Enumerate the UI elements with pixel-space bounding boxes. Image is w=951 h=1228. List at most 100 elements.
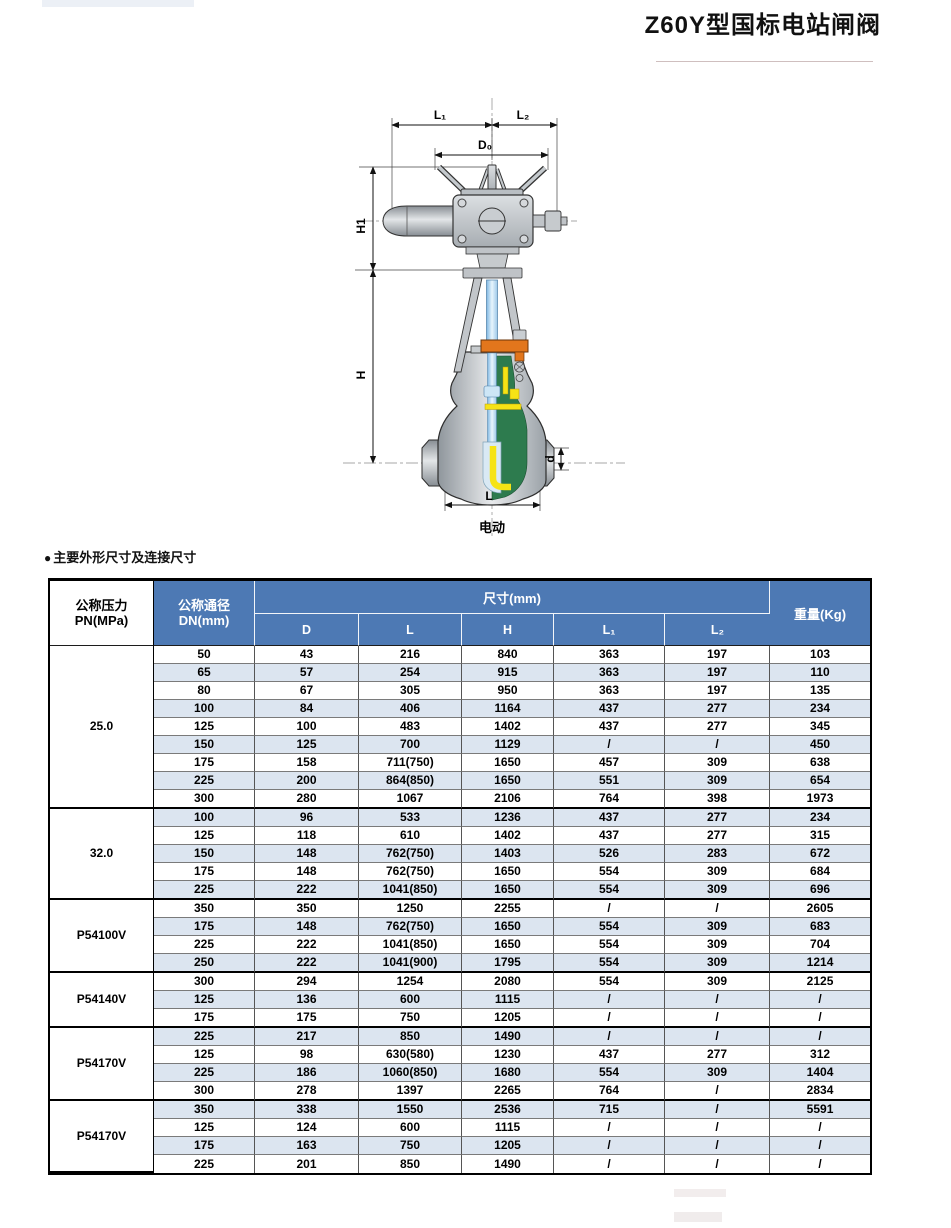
table-row: 300 278 1397 2265 764/2834 [50,1082,871,1101]
table-row: 125 136 600 1115// / [50,991,871,1009]
table-cell: 398 [665,790,771,809]
table-row: 225 200 864(850) 1650 551 309 654 [50,772,871,790]
table-cell: 148 [255,845,359,863]
table-cell: 683 [770,918,871,936]
table-cell: 437 [554,718,665,736]
table-cell: / [665,1155,771,1173]
table-cell: 437 [554,809,665,827]
table-cell: 2265 [462,1082,554,1101]
col-header-weight: 重量(Kg) [770,581,871,646]
table-cell: 100 [154,700,255,718]
table-cell: 150 [154,845,255,863]
table-cell: 283 [665,845,771,863]
dim-label-l2: L₂ [517,108,530,122]
table-cell: 312 [770,1046,871,1064]
table-row: P54140V 300 294 1254 2080 554 309 2125 [50,973,871,1028]
table-row: 125 118 610 1402 437 277 315 [50,827,871,845]
table-cell: 148 [255,863,359,881]
table-cell: 277 [665,718,771,736]
table-cell: / [665,1101,771,1119]
table-cell: 551 [554,772,665,790]
dim-label-d: d [543,455,557,462]
table-cell: 305 [359,682,462,700]
yoke-arm-left [453,277,483,373]
table-cell: / [554,1009,665,1028]
table-cell: 750 [359,1137,462,1155]
table-cell: 254 [359,664,462,682]
table-cell: 350 [255,900,359,918]
table-cell: 840 [462,646,554,664]
table-cell: 704 [770,936,871,954]
table-cell: 437 [554,700,665,718]
table-cell: 197 [665,682,771,700]
actuator-gearbox [452,194,568,248]
faint-watermark [674,1212,722,1222]
table-cell: 764 [554,790,665,809]
table-cell: 762(750) [359,918,462,936]
table-cell: 850 [359,1028,462,1046]
table-cell: / [665,736,771,754]
table-cell: 118 [255,827,359,845]
table-cell: 915 [462,664,554,682]
table-row: 225 222 1041(850) 1650 554 309 704 [50,936,871,954]
table-cell: 350 [154,900,255,918]
table-cell: 1250 [359,900,462,918]
table-cell: 554 [554,973,665,991]
pressure-group-label: 25.0 [50,646,154,809]
table-row: P54100V 350 350 1250 2255//2605 [50,900,871,973]
valve-technical-drawing: L₁ L₂ D₀ H1 H d L 电动 [343,98,625,536]
table-cell: / [665,1119,771,1137]
table-cell: / [554,1119,665,1137]
table-cell: 100 [255,718,359,736]
table-cell: 363 [554,646,665,664]
table-row: 25.0 50 43 216 840 363 197 103 [50,646,871,809]
table-cell: 148 [255,918,359,936]
header-remnant-bar [42,0,194,7]
gate-seat-yellow [484,366,522,491]
table-cell: 278 [255,1082,359,1101]
table-cell: 450 [770,736,871,754]
stem-coupling [483,385,501,398]
table-cell: 715 [554,1101,665,1119]
col-header-pressure: 公称压力 PN(MPa) [50,581,154,646]
table-cell: 222 [255,954,359,973]
table-cell: 100 [154,809,255,827]
table-row: 225 186 1060(850) 1680 554 309 1404 [50,1064,871,1082]
table-cell: 222 [255,936,359,954]
table-cell: 1060(850) [359,1064,462,1082]
table-cell: 250 [154,954,255,973]
table-cell: 217 [255,1028,359,1046]
table-row: 80 67 305 950 363 197 135 [50,682,871,700]
table-cell: 80 [154,682,255,700]
table-cell: 2080 [462,973,554,991]
table-cell: 309 [665,918,771,936]
table-cell: 197 [665,646,771,664]
pressure-group-label: P54170V [50,1028,154,1101]
table-cell: / [665,1028,771,1046]
table-cell: 150 [154,736,255,754]
dim-label-h: H [354,371,368,380]
faint-watermark [674,1189,726,1197]
pressure-group-label: 32.0 [50,809,154,900]
pressure-group-label: P54140V [50,973,154,1028]
table-cell: / [554,900,665,918]
table-cell: 1230 [462,1046,554,1064]
table-cell: 67 [255,682,359,700]
table-header: 公称压力 PN(MPa) 公称通径 DN(mm) 尺寸(mm) 重量(Kg) D… [50,581,871,646]
title-divider [656,61,873,62]
table-cell: 309 [665,754,771,772]
table-row: 32.0 100 96 533 1236 437 277 234 [50,809,871,900]
table-row: P54170V 350 338 1550 2536 715/5591 [50,1101,871,1173]
table-cell: / [554,1137,665,1155]
table-cell: 5591 [770,1101,871,1119]
table-cell: 158 [255,754,359,772]
table-cell: 175 [154,918,255,936]
table-cell: 234 [770,700,871,718]
table-cell: 1650 [462,936,554,954]
table-cell: 84 [255,700,359,718]
table-cell: 225 [154,881,255,900]
table-cell: 1795 [462,954,554,973]
col-header-L1: L₁ [554,614,665,646]
table-cell: / [770,1009,871,1028]
motor [382,205,454,237]
